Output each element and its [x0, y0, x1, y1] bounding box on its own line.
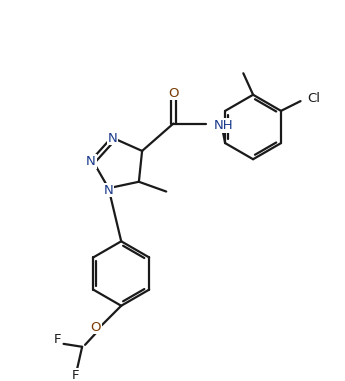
Text: F: F [54, 333, 61, 346]
Text: F: F [71, 369, 79, 381]
Text: O: O [168, 87, 179, 100]
Text: O: O [91, 321, 101, 334]
Text: Cl: Cl [307, 92, 321, 105]
Text: NH: NH [214, 119, 233, 132]
Text: N: N [104, 184, 114, 197]
Text: N: N [108, 132, 118, 145]
Text: N: N [86, 155, 96, 168]
